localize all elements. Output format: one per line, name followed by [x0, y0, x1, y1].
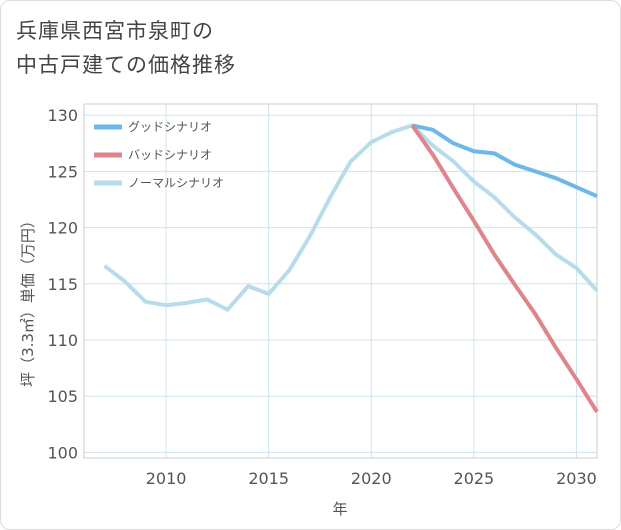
chart-title: 兵庫県西宮市泉町の 中古戸建ての価格推移 [16, 14, 236, 82]
y-tick-label: 125 [47, 162, 78, 181]
x-tick-label: 2030 [556, 469, 597, 488]
y-tick-label: 110 [47, 331, 78, 350]
x-axis-title: 年 [332, 500, 347, 518]
bad-scenario-line [410, 124, 599, 413]
y-axis-title: 坪（3.3㎡）単価（万円） [19, 213, 37, 387]
x-tick-label: 2025 [454, 469, 495, 488]
y-tick-label: 105 [47, 387, 78, 406]
y-tick-label: 115 [47, 275, 78, 294]
axis-ticks: 2010 2015 2020 2025 2030 100 105 110 115 120 125 13… [47, 106, 596, 488]
good-scenario-line [411, 123, 598, 199]
plot-area-border [83, 103, 598, 459]
legend-normal-scenario-label: ノーマルシナリオ [128, 176, 224, 190]
y-tick-label: 120 [47, 219, 78, 238]
series-lines [103, 123, 599, 413]
x-tick-label: 2010 [146, 469, 187, 488]
x-tick-label: 2015 [248, 469, 289, 488]
grid [84, 104, 597, 458]
y-tick-label: 130 [47, 106, 78, 125]
y-tick-label: 100 [47, 443, 78, 462]
chart-title-line2: 中古戸建ての価格推移 [16, 53, 236, 77]
legend-good-scenario-label: グッドシナリオ [128, 120, 212, 134]
legend-bad-scenario-label: バッドシナリオ [128, 148, 212, 162]
chart-title-line1: 兵庫県西宮市泉町の [16, 19, 214, 43]
normal-scenario-line [103, 123, 599, 312]
x-tick-label: 2020 [351, 469, 392, 488]
